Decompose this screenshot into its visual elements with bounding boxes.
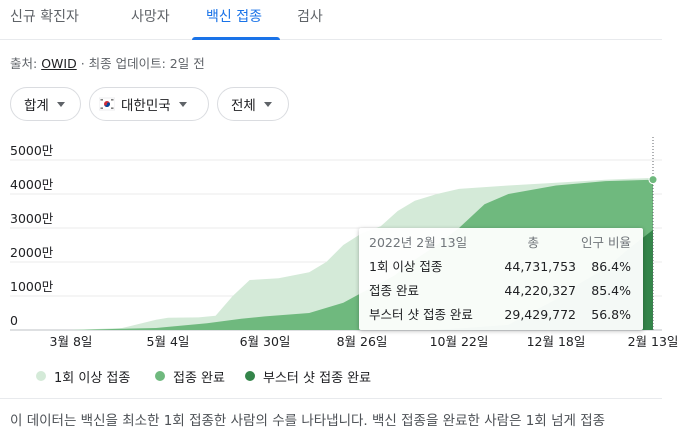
range-dropdown-label: 전체 <box>231 98 256 114</box>
tooltip-row-pct: 85.4% <box>591 283 631 298</box>
chart-tooltip: 2022년 2월 13일 총 인구 비율 1회 이상 접종 44,731,753… <box>359 228 643 330</box>
tooltip-date: 2022년 2월 13일 <box>369 235 468 250</box>
tooltip-row-total: 44,220,327 <box>504 283 576 298</box>
tooltip-row: 1회 이상 접종 44,731,753 86.4% <box>369 256 631 278</box>
last-updated: · 최종 업데이트: 2일 전 <box>76 56 205 71</box>
x-tick-label: 3월 8일 <box>50 334 93 349</box>
tooltip-row-total: 29,429,772 <box>504 307 576 322</box>
hover-point <box>648 175 658 185</box>
legend-label: 접종 완료 <box>173 370 225 386</box>
tooltip-row-label: 1회 이상 접종 <box>369 259 443 274</box>
legend-item-booster[interactable]: 부스터 샷 접종 완료 <box>245 367 372 386</box>
country-dropdown-label: 대한민국 <box>121 98 171 114</box>
divider <box>0 398 662 399</box>
tab-vaccination[interactable]: 백신 접종 <box>206 9 262 25</box>
x-tick-label: 10월 22일 <box>430 334 489 349</box>
x-tick-label: 8월 26일 <box>337 334 388 349</box>
active-tab-indicator <box>192 37 280 40</box>
tooltip-col-pct: 인구 비율 <box>581 235 631 250</box>
legend-swatch <box>36 371 46 381</box>
tooltip-row-pct: 56.8% <box>591 307 631 322</box>
measure-dropdown-label: 합계 <box>24 98 49 114</box>
source-link[interactable]: OWID <box>41 56 77 71</box>
tooltip-col-total: 총 <box>527 235 539 250</box>
tab-bar: 신규 확진자 사망자 백신 접종 검사 <box>0 0 662 40</box>
y-tick-label: 2000만 <box>10 245 54 260</box>
tooltip-row: 부스터 샷 접종 완료 29,429,772 56.8% <box>369 304 631 326</box>
x-tick-label: 2월 13일 <box>628 334 679 349</box>
x-tick-label: 5월 4일 <box>147 334 190 349</box>
legend-item-dose1[interactable]: 1회 이상 접종 <box>36 367 131 386</box>
chevron-down-icon <box>178 101 187 107</box>
legend-swatch <box>155 371 165 381</box>
legend-item-full[interactable]: 접종 완료 <box>155 367 225 386</box>
y-tick-label: 5000만 <box>10 143 54 158</box>
measure-dropdown[interactable]: 합계 <box>10 87 81 121</box>
tab-tests[interactable]: 검사 <box>297 9 323 25</box>
y-tick-label: 4000만 <box>10 177 54 192</box>
tab-new-cases[interactable]: 신규 확진자 <box>10 9 79 25</box>
legend-label: 1회 이상 접종 <box>54 370 131 386</box>
x-tick-label: 6월 30일 <box>240 334 291 349</box>
source-prefix: 출처: <box>10 56 38 71</box>
chevron-down-icon <box>263 101 272 107</box>
legend-swatch <box>245 371 255 381</box>
x-tick-label: 12월 18일 <box>527 334 586 349</box>
tooltip-row-total: 44,731,753 <box>504 259 576 274</box>
y-tick-label: 0 <box>10 313 18 328</box>
source-line: 출처: OWID · 최종 업데이트: 2일 전 <box>10 53 205 72</box>
tooltip-row-label: 부스터 샷 접종 완료 <box>369 307 473 322</box>
tooltip-row-label: 접종 완료 <box>369 283 419 298</box>
legend-label: 부스터 샷 접종 완료 <box>263 370 372 386</box>
tooltip-row: 접종 완료 44,220,327 85.4% <box>369 280 631 302</box>
tooltip-row-pct: 86.4% <box>591 259 631 274</box>
korea-flag-icon <box>99 97 115 111</box>
range-dropdown[interactable]: 전체 <box>217 87 289 121</box>
y-tick-label: 3000만 <box>10 211 54 226</box>
tab-deaths[interactable]: 사망자 <box>131 9 170 25</box>
country-dropdown[interactable]: 대한민국 <box>89 87 209 121</box>
chart-description: 이 데이터는 백신을 최소한 1회 접종한 사람의 수를 나타냅니다. 백신 접… <box>10 413 606 429</box>
y-tick-label: 1000만 <box>10 279 54 294</box>
chevron-down-icon <box>56 101 65 107</box>
